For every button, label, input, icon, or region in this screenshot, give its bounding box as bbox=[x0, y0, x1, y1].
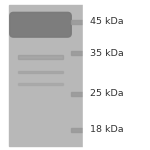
Bar bbox=[83, 0, 86, 150]
Bar bbox=[18, 83, 63, 85]
Bar bbox=[18, 71, 63, 73]
Bar bbox=[9, 4, 84, 146]
Bar bbox=[18, 55, 63, 59]
Text: 18 kDa: 18 kDa bbox=[90, 125, 124, 134]
Text: 35 kDa: 35 kDa bbox=[90, 49, 124, 58]
FancyBboxPatch shape bbox=[10, 12, 71, 37]
Bar bbox=[70, 128, 84, 132]
Text: 45 kDa: 45 kDa bbox=[90, 17, 124, 26]
Bar bbox=[70, 92, 84, 96]
Text: 25 kDa: 25 kDa bbox=[90, 89, 124, 98]
Bar bbox=[70, 51, 84, 55]
Bar bbox=[70, 20, 84, 24]
